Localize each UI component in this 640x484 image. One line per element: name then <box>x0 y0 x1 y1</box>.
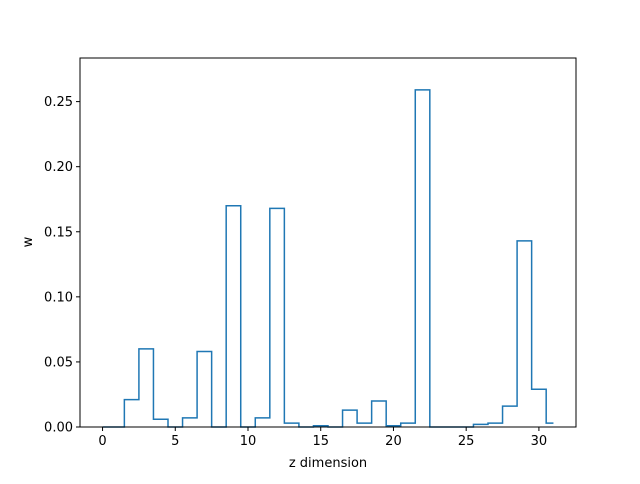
x-tick-label-10: 10 <box>240 434 257 449</box>
y-tick-label-2: 0.10 <box>44 290 73 305</box>
x-tick-label-0: 0 <box>98 434 106 449</box>
x-axis-ticks: 0 5 10 15 20 25 30 <box>98 427 547 449</box>
plot-area <box>80 58 576 427</box>
plot-frame <box>79 57 577 428</box>
y-axis-label: w <box>21 236 36 247</box>
y-tick-label-0: 0.00 <box>44 421 73 436</box>
x-tick-label-25: 25 <box>458 434 475 449</box>
y-tick-label-4: 0.20 <box>44 160 73 175</box>
y-axis-ticks: 0.00 0.05 0.10 0.15 0.20 0.25 <box>44 95 80 436</box>
y-tick-label-5: 0.25 <box>44 95 73 110</box>
x-tick-label-5: 5 <box>171 434 179 449</box>
x-tick-label-20: 20 <box>385 434 402 449</box>
y-tick-label-3: 0.15 <box>44 225 73 240</box>
y-tick-label-1: 0.05 <box>44 355 73 370</box>
x-axis-label: z dimension <box>289 456 367 471</box>
x-tick-label-30: 30 <box>531 434 548 449</box>
x-tick-label-15: 15 <box>312 434 329 449</box>
